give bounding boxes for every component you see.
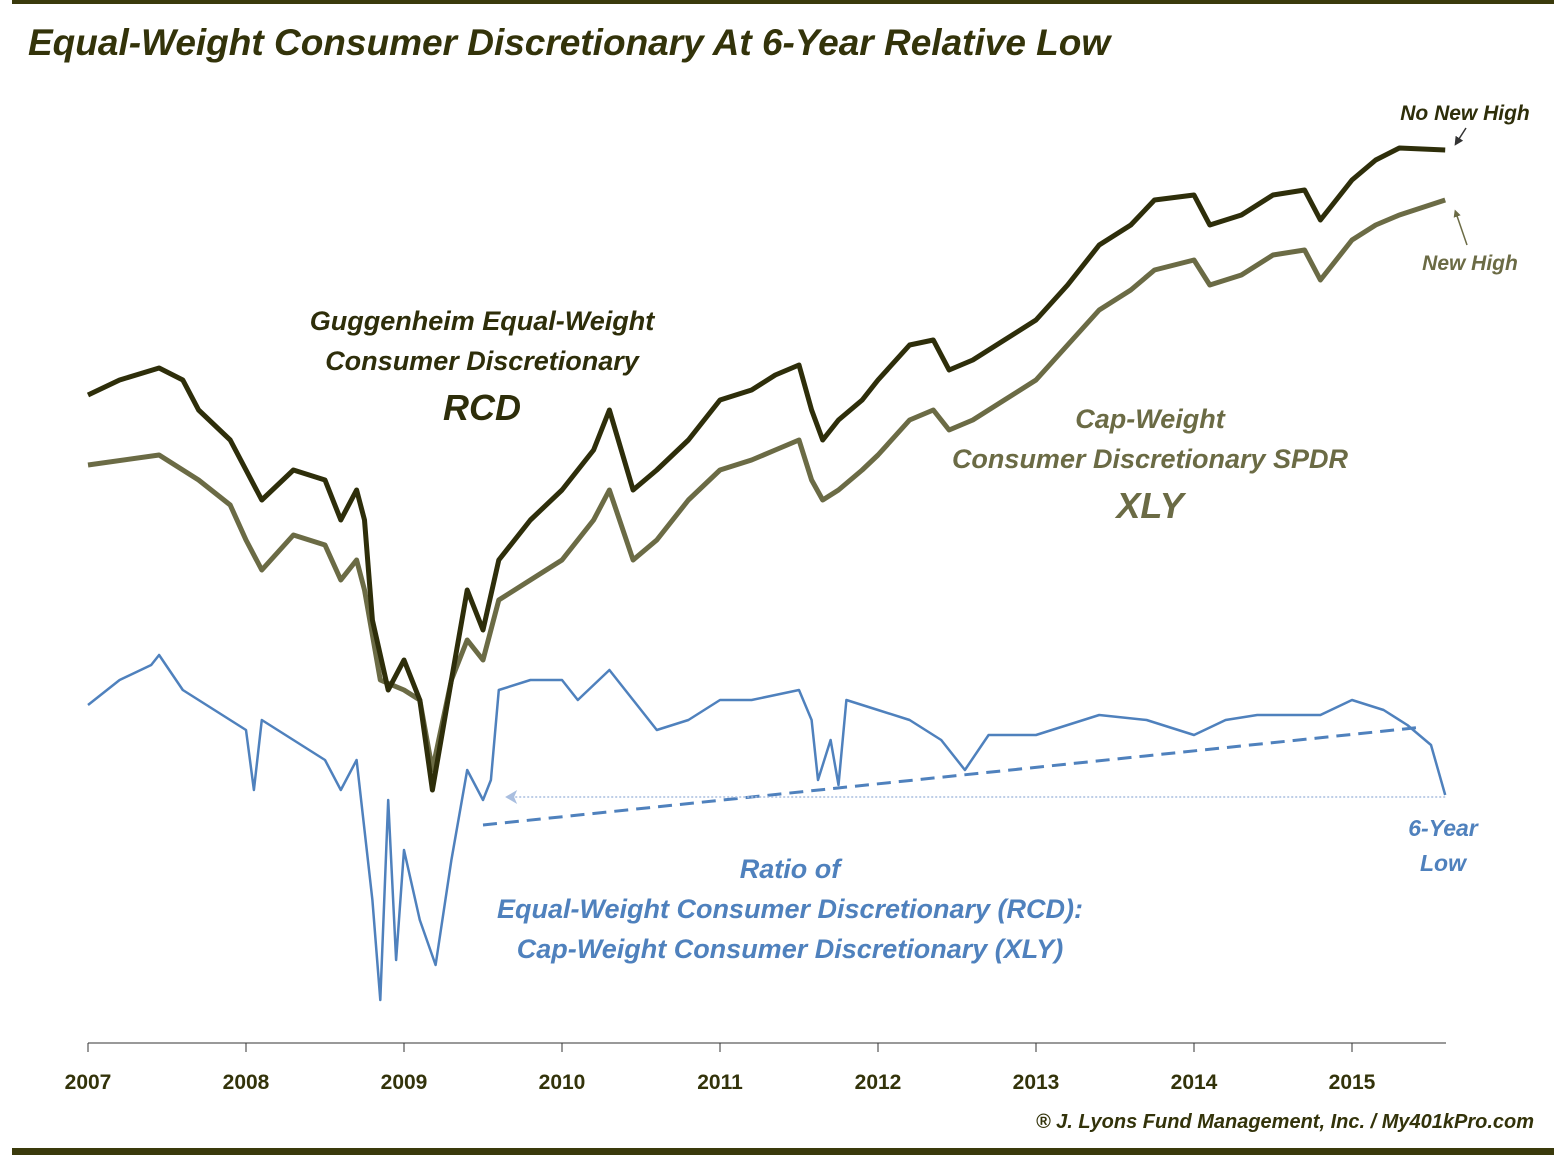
xly-label-line1: Cap-Weight [1075,404,1225,434]
no-new-high-label: No New High [1400,102,1530,125]
xly-label-ticker: XLY [1114,485,1186,526]
series-line-xly [87,197,1446,773]
top-border [12,0,1554,4]
ratio-label-line1: Ratio of [740,854,843,884]
x-tick-label: 2015 [1329,1071,1376,1094]
ratio-label-line3: Cap-Weight Consumer Discretionary (XLY) [517,934,1064,964]
six-year-low-line1: 6-Year [1408,815,1479,841]
x-tick-label: 2007 [65,1071,112,1094]
new-high-label: New High [1422,252,1518,275]
x-tick-label: 2010 [539,1071,586,1094]
no-new-high-arrow [1454,127,1467,146]
chart-title: Equal-Weight Consumer Discretionary At 6… [28,22,1111,63]
rcd-label-ticker: RCD [443,387,521,428]
x-tick-label: 2012 [855,1071,902,1094]
ratio-trendline [482,725,1424,827]
rcd-label-line2: Consumer Discretionary [325,346,641,376]
six-year-low-arrowhead [505,790,518,804]
x-tick-label: 2011 [697,1071,743,1094]
x-tick-label: 2009 [381,1071,428,1094]
new-high-arrow [1453,209,1468,246]
rcd-label-line1: Guggenheim Equal-Weight [310,306,656,336]
series-line-rcd [86,145,1446,793]
bottom-border [12,1148,1554,1155]
copyright-footer: ® J. Lyons Fund Management, Inc. / My401… [1035,1111,1534,1133]
xly-label-line2: Consumer Discretionary SPDR [952,444,1349,474]
x-tick-label: 2008 [223,1071,270,1094]
six-year-low-line2: Low [1420,850,1468,876]
x-tick-label: 2013 [1013,1071,1060,1094]
series-line-ratio [87,653,1447,1002]
x-tick-label: 2014 [1171,1071,1218,1094]
ratio-label-line2: Equal-Weight Consumer Discretionary (RCD… [497,894,1083,924]
